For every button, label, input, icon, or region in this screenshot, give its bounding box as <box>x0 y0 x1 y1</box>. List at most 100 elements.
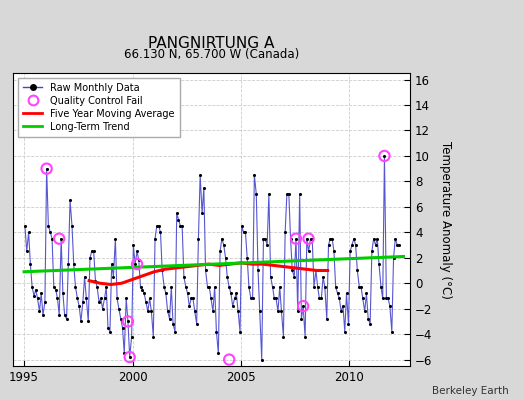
Point <box>373 236 381 242</box>
Point <box>228 303 237 309</box>
Point <box>172 210 181 216</box>
Point <box>377 284 385 290</box>
Point <box>292 236 300 242</box>
Point <box>231 295 239 302</box>
Point <box>209 308 217 314</box>
Point <box>211 284 219 290</box>
Point <box>125 354 134 360</box>
Point <box>133 261 141 267</box>
Point <box>382 295 390 302</box>
Point <box>328 236 336 242</box>
Point <box>125 354 134 360</box>
Point <box>297 316 305 322</box>
Point <box>299 303 308 309</box>
Point <box>353 267 362 274</box>
Point <box>268 284 277 290</box>
Point <box>86 254 94 261</box>
Point <box>106 328 114 335</box>
Point <box>265 191 273 197</box>
Point <box>182 284 190 290</box>
Point <box>243 254 252 261</box>
Point <box>39 312 47 318</box>
Point <box>95 299 103 306</box>
Point <box>30 293 38 299</box>
Point <box>380 153 389 159</box>
Point <box>203 284 212 290</box>
Point <box>21 223 29 229</box>
Point <box>51 286 60 293</box>
Point <box>308 236 316 242</box>
Point <box>307 236 315 242</box>
Point <box>102 284 111 290</box>
Point <box>227 290 235 297</box>
Point <box>156 229 165 236</box>
Point <box>304 236 313 242</box>
Point <box>330 248 338 254</box>
Point <box>350 236 358 242</box>
Point <box>111 236 119 242</box>
Point <box>198 210 206 216</box>
Point <box>247 295 255 302</box>
Point <box>48 236 56 242</box>
Point <box>324 242 333 248</box>
Point <box>169 321 177 327</box>
Point <box>250 172 258 178</box>
Point <box>254 267 262 274</box>
Point <box>236 328 244 335</box>
Point <box>80 274 89 280</box>
Point <box>149 334 158 340</box>
Point <box>369 236 378 242</box>
Point <box>117 316 125 322</box>
Point <box>96 295 105 302</box>
Point <box>326 236 334 242</box>
Point <box>274 308 282 314</box>
Point <box>138 286 147 293</box>
Point <box>162 290 170 297</box>
Point <box>171 328 179 335</box>
Point <box>42 166 51 172</box>
Point <box>90 248 98 254</box>
Point <box>133 248 141 254</box>
Point <box>122 295 130 302</box>
Point <box>75 303 83 309</box>
Point <box>178 223 187 229</box>
Point <box>68 223 76 229</box>
Point <box>261 236 269 242</box>
Point <box>266 274 275 280</box>
Point <box>388 328 396 335</box>
Point <box>239 229 248 236</box>
Point <box>53 295 62 302</box>
Point <box>220 242 228 248</box>
Point <box>241 229 249 236</box>
Legend: Raw Monthly Data, Quality Control Fail, Five Year Moving Average, Long-Term Tren: Raw Monthly Data, Quality Control Fail, … <box>18 78 180 136</box>
Point <box>31 286 40 293</box>
Point <box>124 318 132 325</box>
Point <box>333 290 342 297</box>
Point <box>99 306 107 312</box>
Point <box>257 356 266 363</box>
Point <box>60 312 69 318</box>
Point <box>107 261 116 267</box>
Point <box>174 216 183 223</box>
Point <box>292 236 300 242</box>
Point <box>66 197 74 204</box>
Point <box>127 334 136 340</box>
Point <box>64 261 72 267</box>
Point <box>140 290 148 297</box>
Point <box>293 308 302 314</box>
Point <box>146 295 154 302</box>
Point <box>368 248 376 254</box>
Point <box>232 290 241 297</box>
Point <box>84 318 92 325</box>
Point <box>279 334 288 340</box>
Point <box>124 318 132 325</box>
Point <box>386 303 394 309</box>
Point <box>35 308 43 314</box>
Point <box>313 284 322 290</box>
Point <box>290 274 299 280</box>
Point <box>312 267 320 274</box>
Point <box>196 172 204 178</box>
Point <box>155 223 163 229</box>
Point <box>366 321 374 327</box>
Point <box>393 242 401 248</box>
